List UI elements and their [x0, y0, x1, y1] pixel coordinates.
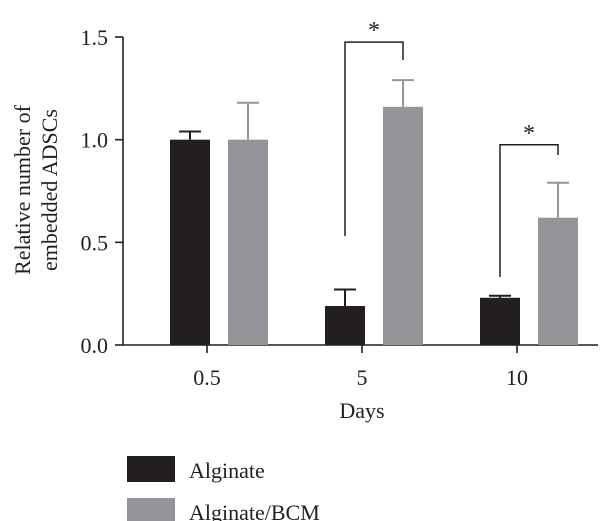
y-tick-label-0: 0.0 [81, 333, 109, 358]
bar-alginate-5 [325, 305, 365, 345]
bar-alginate-0.5 [170, 139, 210, 345]
error-bars [179, 79, 569, 306]
legend: Alginate Alginate/BCM [127, 456, 320, 521]
bar-alginate-bcm-0.5 [228, 139, 268, 345]
x-tick-label-2: 10 [506, 365, 528, 390]
significance-star-1: * [523, 121, 535, 147]
bar-alginate-bcm-10 [538, 217, 578, 345]
legend-swatch-1 [127, 498, 175, 521]
bars [170, 106, 578, 346]
x-tick-label-1: 5 [357, 365, 368, 390]
significance-markers: ** [344, 18, 559, 277]
y-tick-label-2: 1.0 [81, 128, 109, 153]
y-tick-label-3: 1.5 [81, 25, 109, 50]
axis-labels: Relative number of embedded ADSCs Days [10, 104, 385, 423]
significance-bracket-1 [499, 144, 559, 277]
x-tick-label-0: 0.5 [193, 365, 221, 390]
legend-label-1: Alginate/BCM [189, 500, 320, 521]
legend-swatch-0 [127, 456, 175, 482]
y-tick-label-1: 0.5 [81, 230, 109, 255]
legend-label-0: Alginate [189, 458, 265, 483]
axes: 0.0 0.5 1.0 1.5 0.5 5 10 [81, 25, 598, 390]
x-axis-label: Days [339, 398, 384, 423]
y-axis-label-line-2: embedded ADSCs [37, 109, 62, 271]
significance-bracket-0 [344, 41, 404, 236]
bar-alginate-10 [480, 297, 520, 345]
bar-alginate-bcm-5 [383, 106, 423, 346]
significance-star-0: * [368, 18, 380, 44]
y-axis-label-line-1: Relative number of [10, 104, 35, 275]
